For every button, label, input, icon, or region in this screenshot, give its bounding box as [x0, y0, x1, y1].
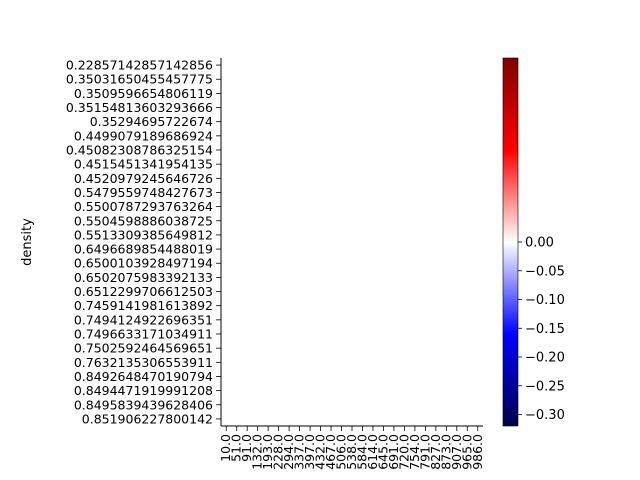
x-tick-label: 754.0: [407, 434, 422, 470]
y-tick-label: 0.8494471919991208: [74, 383, 213, 398]
colorbar-tick-label: −0.15: [525, 322, 565, 337]
colorbar: 0.00 −0.05 −0.10 −0.15 −0.20 −0.25 −0.30: [502, 57, 565, 427]
colorbar-ticks: 0.00 −0.05 −0.10 −0.15 −0.20 −0.25 −0.30: [518, 236, 565, 423]
y-tick-label: 0.5479559748427673: [74, 185, 213, 200]
y-tick-label: 0.22857142857142856: [66, 58, 213, 73]
colorbar-tick-label: −0.25: [525, 379, 565, 394]
y-tick-label: 0.5513309385649812: [74, 227, 213, 242]
heatmap-background: [221, 58, 483, 426]
colorbar-tick-label: −0.30: [525, 408, 565, 423]
x-tick-label: 907.0: [449, 434, 464, 470]
x-tick-label: 51.0: [229, 434, 244, 462]
y-axis-label: density: [20, 218, 35, 266]
y-tick-label: 0.7632135306553911: [74, 355, 213, 370]
y-tick-label: 0.3509596654806119: [74, 86, 213, 101]
colorbar-tick-label: −0.05: [525, 264, 565, 279]
x-tick-label: 538.0: [344, 434, 359, 470]
y-tick-label: 0.5504598886038725: [74, 213, 213, 228]
x-tick-label: 614.0: [365, 434, 380, 470]
y-tick-label: 0.7459141981613892: [74, 298, 213, 313]
colorbar-gradient: [502, 57, 519, 427]
y-axis-ticks: 0.228571428571428560.350316504554577750.…: [66, 58, 221, 426]
y-tick-label: 0.6500103928497194: [74, 256, 213, 271]
y-tick-label: 0.7496633171034911: [74, 327, 213, 342]
y-tick-label: 0.7502592464569651: [74, 341, 213, 356]
x-tick-label: 965.0: [459, 434, 474, 470]
y-tick-label: 0.35154813603293666: [66, 100, 213, 115]
x-tick-label: 873.0: [438, 434, 453, 470]
x-tick-label: 10.0: [218, 434, 233, 462]
y-tick-label: 0.35294695722674: [90, 114, 213, 129]
x-tick-label: 986.0: [470, 434, 485, 470]
y-tick-label: 0.8492648470190794: [74, 369, 213, 384]
x-tick-label: 432.0: [313, 434, 328, 470]
x-tick-label: 691.0: [386, 434, 401, 470]
y-tick-label: 0.35031650455457775: [66, 72, 213, 87]
y-tick-label: 0.6502075983392133: [74, 270, 213, 285]
x-tick-label: 467.0: [323, 434, 338, 470]
x-tick-label: 506.0: [334, 434, 349, 470]
x-tick-label: 720.0: [396, 434, 411, 470]
y-tick-label: 0.6496689854488019: [74, 242, 213, 257]
y-tick-label: 0.8495839439628406: [74, 397, 213, 412]
y-tick-label: 0.4520979245646726: [74, 171, 213, 186]
x-tick-label: 397.0: [302, 434, 317, 470]
plot-area: [220, 58, 483, 427]
y-tick-label: 0.851906227800142: [82, 411, 213, 426]
x-tick-label: 584.0: [354, 434, 369, 470]
colorbar-tick-label: 0.00: [525, 236, 554, 251]
y-tick-label: 0.4499079189686924: [74, 128, 213, 143]
x-tick-label: 132.0: [250, 434, 265, 470]
x-tick-label: 294.0: [281, 434, 296, 470]
x-tick-label: 193.0: [260, 434, 275, 470]
x-tick-label: 827.0: [428, 434, 443, 470]
x-tick-label: 228.0: [271, 434, 286, 470]
y-tick-label: 0.7494124922696351: [74, 312, 213, 327]
y-tick-label: 0.45082308786325154: [66, 143, 213, 158]
y-tick-label: 0.5500787293763264: [74, 199, 213, 214]
x-axis-ticks: 10.051.091.0132.0193.0228.0294.0337.0397…: [218, 426, 485, 470]
colorbar-tick-label: −0.20: [525, 351, 565, 366]
x-tick-label: 645.0: [375, 434, 390, 470]
x-tick-label: 337.0: [292, 434, 307, 470]
colorbar-tick-label: −0.10: [525, 293, 565, 308]
y-tick-label: 0.4515451341954135: [74, 157, 213, 172]
x-tick-label: 91.0: [239, 434, 254, 462]
x-tick-label: 791.0: [417, 434, 432, 470]
y-tick-label: 0.6512299706612503: [74, 284, 213, 299]
